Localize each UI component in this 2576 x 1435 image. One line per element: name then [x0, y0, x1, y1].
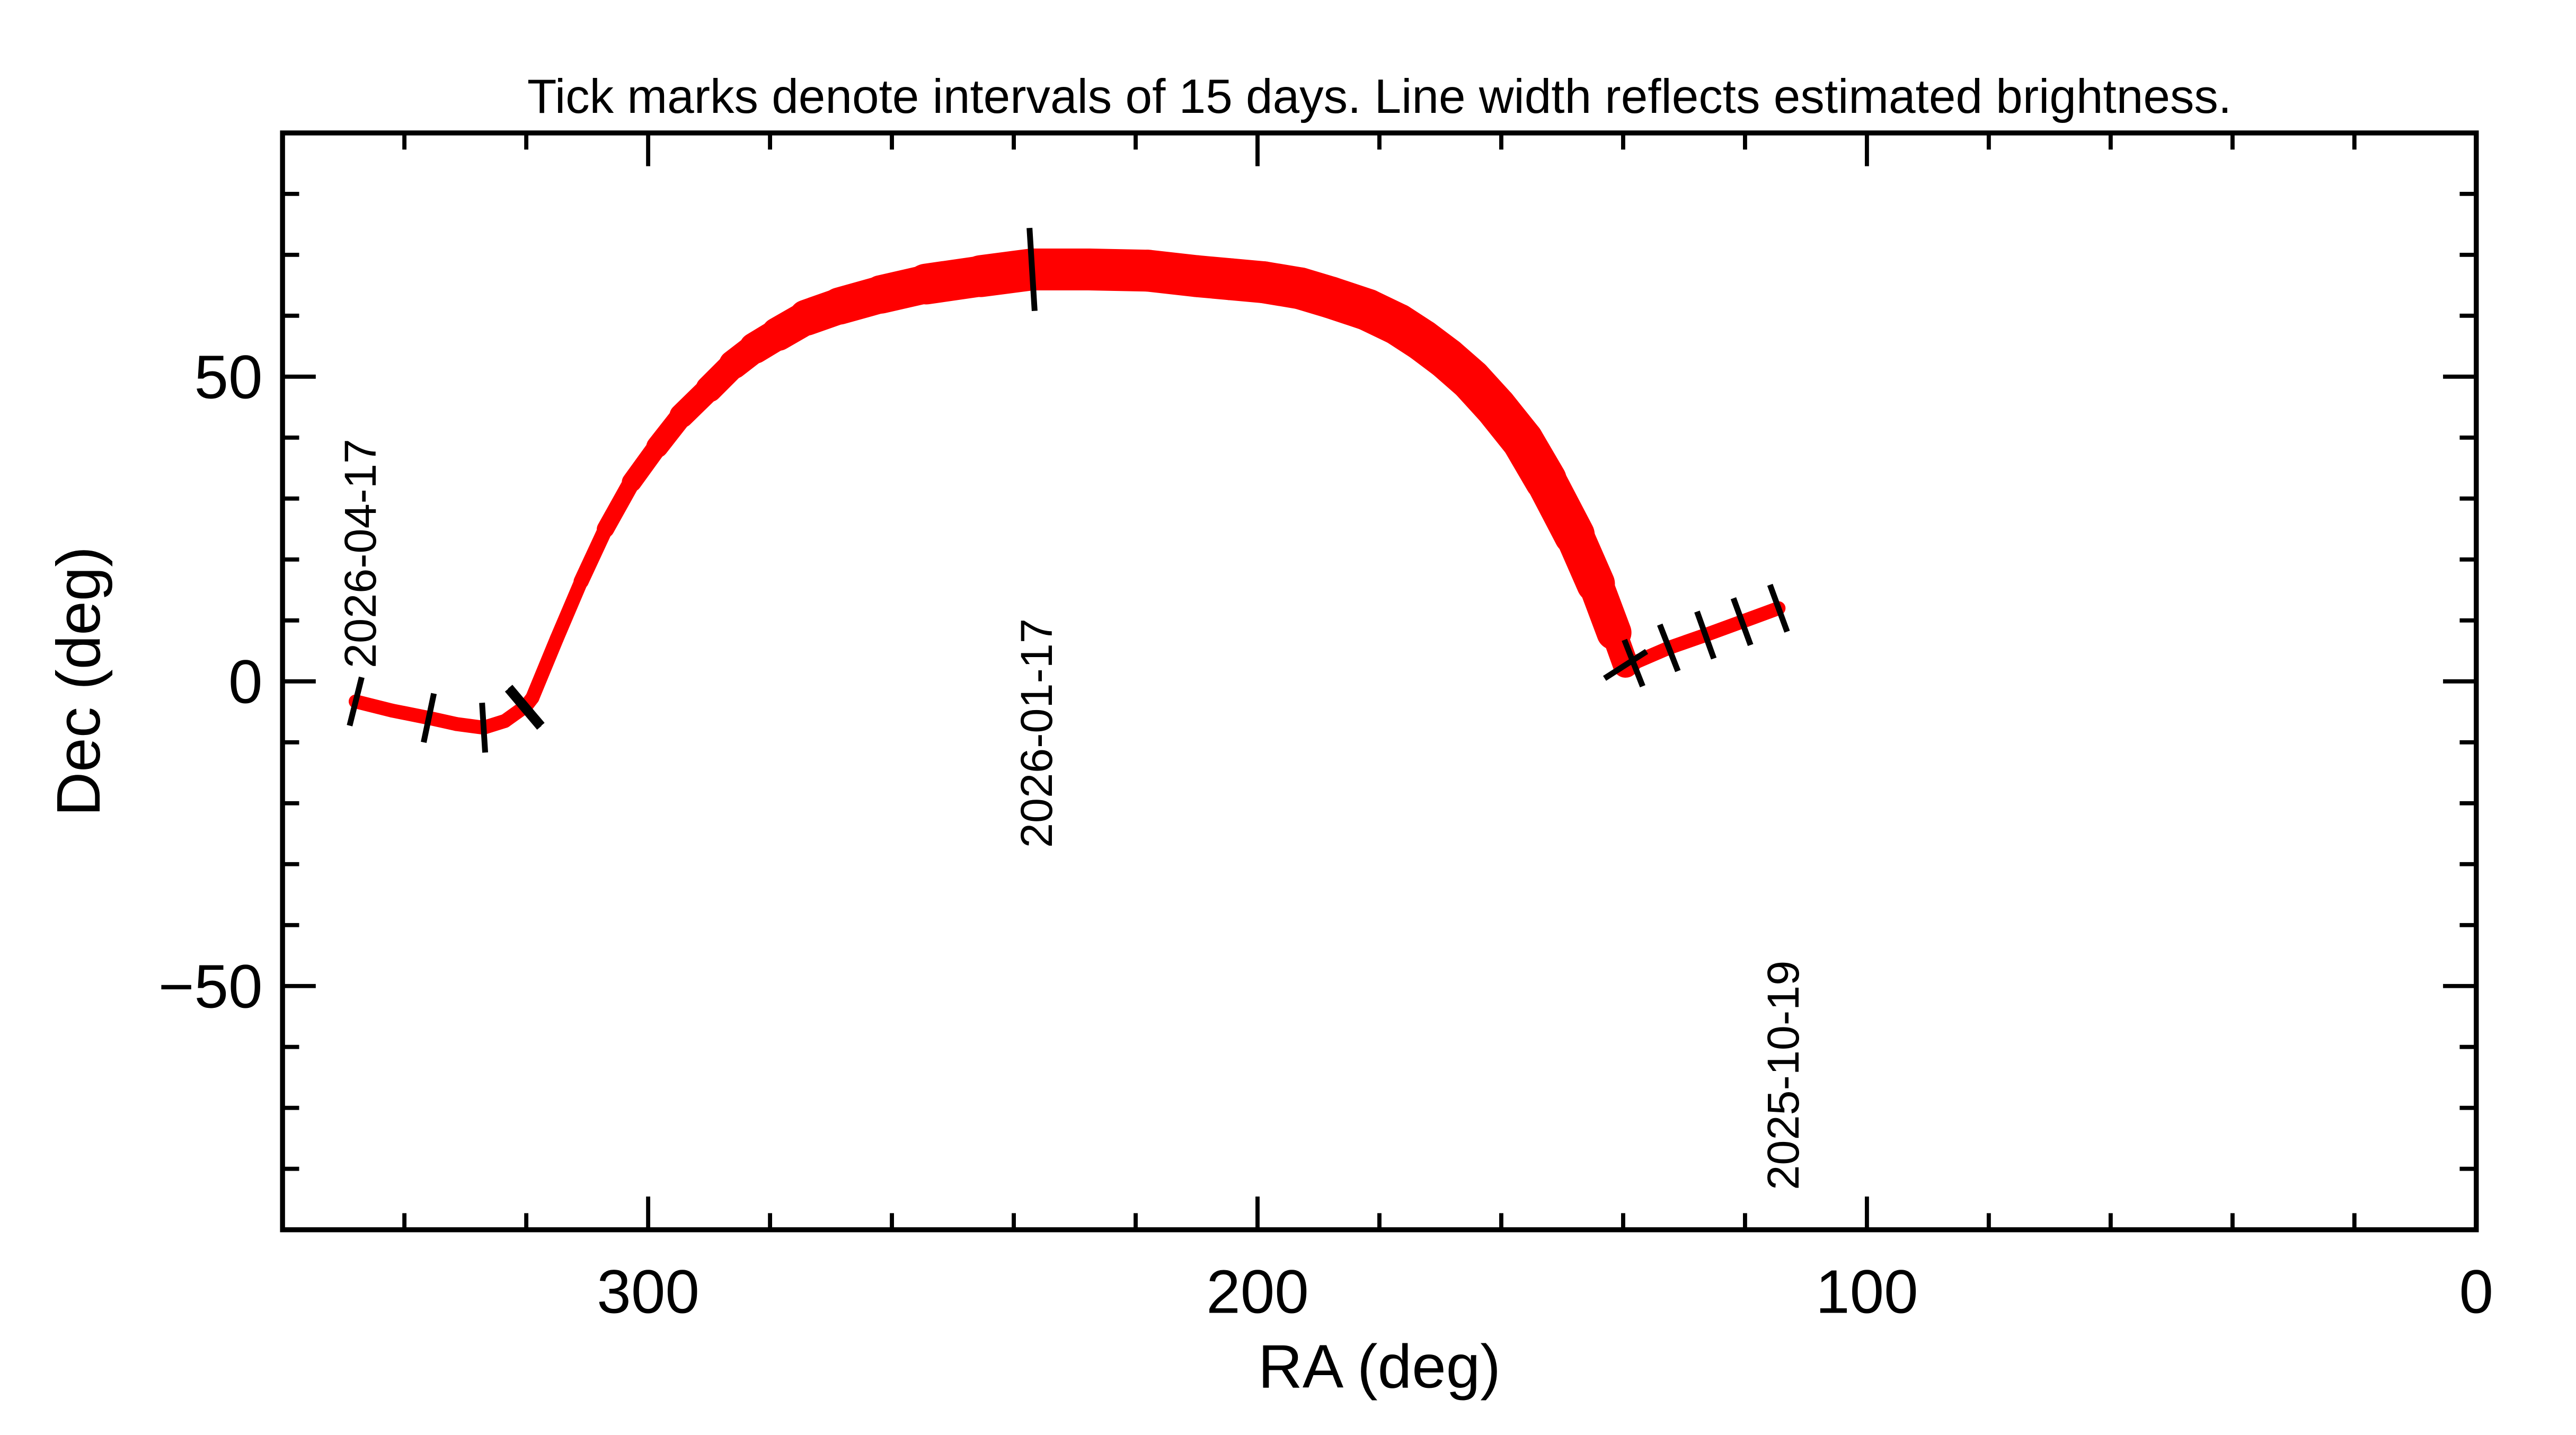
y-tick-label: 0	[228, 648, 263, 716]
path-segment	[550, 574, 588, 646]
y-tick-label: 50	[194, 343, 262, 412]
path-segment	[348, 694, 400, 718]
date-tick-mark	[421, 693, 437, 743]
path-segment	[597, 473, 641, 538]
y-tick-label: −50	[158, 952, 263, 1021]
date-tick-mark	[1603, 649, 1649, 681]
x-axis-label: RA (deg)	[1258, 1332, 1501, 1401]
x-tick-label: 300	[597, 1257, 700, 1326]
path-segment	[525, 632, 564, 705]
date-tick-mark	[479, 702, 489, 753]
date-tick-mark	[1767, 583, 1790, 633]
x-tick-label: 100	[1816, 1257, 1918, 1326]
x-tick-label: 0	[2459, 1257, 2494, 1326]
x-tick-label: 200	[1206, 1257, 1309, 1326]
date-tick-mark	[1730, 597, 1754, 646]
date-tick-mark	[1026, 227, 1038, 312]
date-label: 2026-04-17	[335, 439, 385, 668]
path-segment	[573, 521, 613, 589]
date-tick-mark	[504, 688, 542, 730]
y-axis-label: Dec (deg)	[44, 546, 113, 816]
date-label: 2026-01-17	[1011, 618, 1061, 848]
date-tick-mark	[508, 685, 545, 727]
date-tick-mark	[1657, 623, 1681, 672]
date-tick-mark	[347, 676, 365, 727]
date-label: 2025-10-19	[1758, 961, 1808, 1190]
date-tick-mark	[1694, 610, 1717, 660]
chart-title: Tick marks denote intervals of 15 days. …	[527, 70, 2232, 123]
